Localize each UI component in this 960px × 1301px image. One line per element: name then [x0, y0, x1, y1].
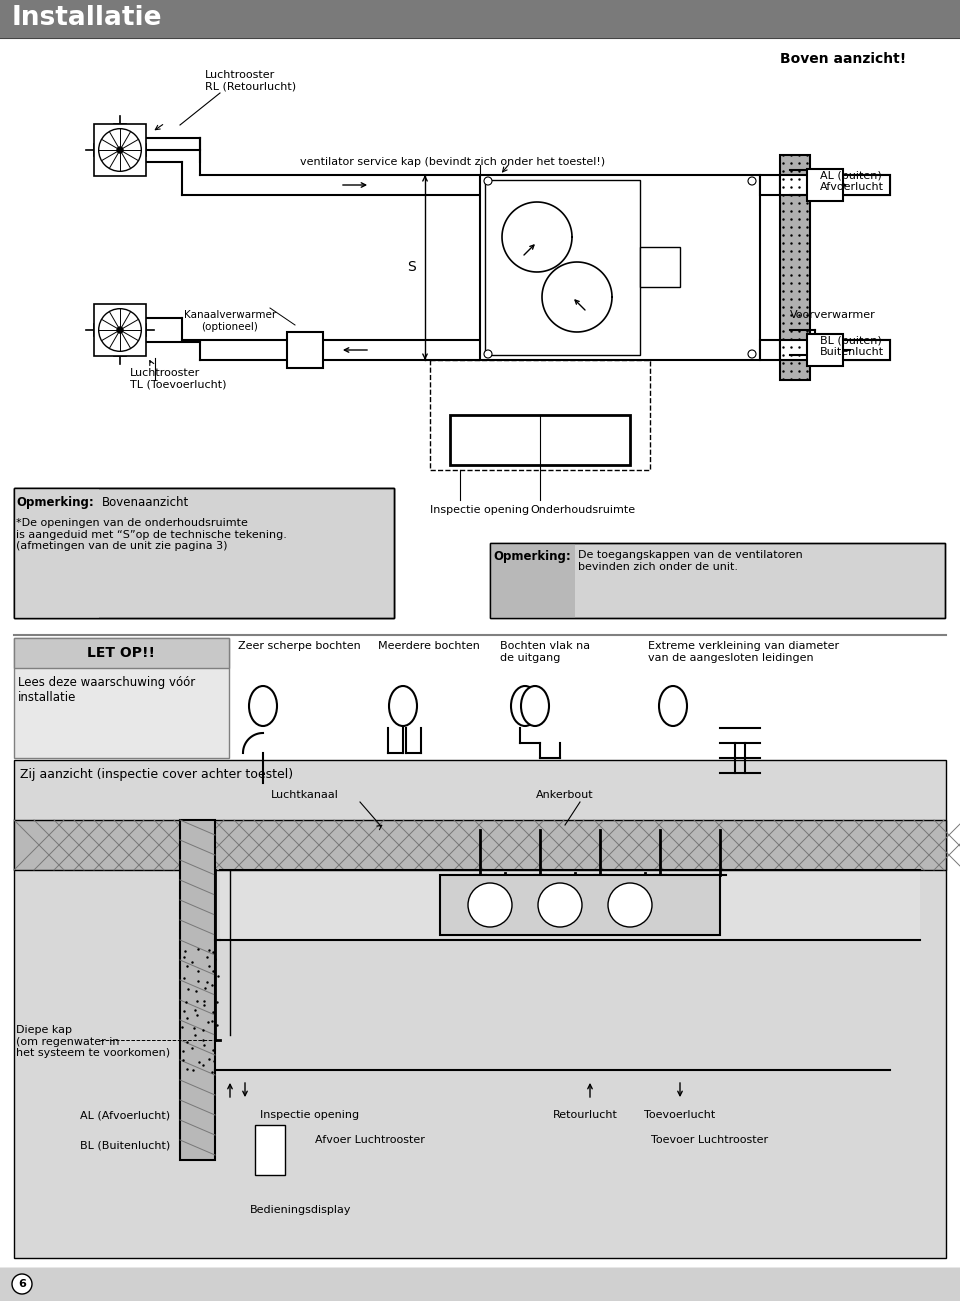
Bar — [255, 1125, 285, 1175]
Bar — [14, 488, 394, 618]
Text: Bedieningsdisplay: Bedieningsdisplay — [250, 1205, 351, 1215]
Text: AL (buiten)
Afvoerlucht: AL (buiten) Afvoerlucht — [820, 170, 884, 191]
Text: Inspectie opening: Inspectie opening — [430, 505, 529, 515]
Bar — [450, 415, 630, 464]
Text: Opmerking:: Opmerking: — [16, 496, 94, 509]
Bar — [14, 820, 946, 870]
Ellipse shape — [389, 686, 417, 726]
Circle shape — [608, 883, 652, 928]
Bar — [490, 543, 945, 618]
Circle shape — [748, 350, 756, 358]
Bar — [490, 543, 575, 618]
Text: Luchtkanaal: Luchtkanaal — [271, 790, 339, 800]
Circle shape — [12, 1274, 32, 1294]
Text: Inspectie opening: Inspectie opening — [260, 1110, 360, 1120]
Bar — [14, 637, 229, 667]
Text: Luchtrooster
RL (Retourlucht): Luchtrooster RL (Retourlucht) — [205, 70, 296, 91]
Ellipse shape — [659, 686, 687, 726]
Bar — [440, 876, 720, 935]
Text: Meerdere bochten: Meerdere bochten — [378, 641, 480, 650]
Bar — [14, 637, 229, 758]
Circle shape — [484, 177, 492, 185]
Bar — [760, 340, 890, 360]
Ellipse shape — [511, 686, 539, 726]
Text: Toevoerlucht: Toevoerlucht — [644, 1110, 715, 1120]
Text: Zij aanzicht (inspectie cover achter toestel): Zij aanzicht (inspectie cover achter toe… — [20, 768, 293, 781]
Bar — [94, 304, 146, 356]
Text: LET OP!!: LET OP!! — [87, 647, 155, 660]
Bar — [287, 332, 323, 368]
Text: AL (Afvoerlucht): AL (Afvoerlucht) — [80, 1110, 170, 1120]
Text: Diepe kap
(om regenwater in
het systeem te voorkomen): Diepe kap (om regenwater in het systeem … — [16, 1025, 170, 1058]
Text: Afvoer Luchtrooster: Afvoer Luchtrooster — [315, 1134, 425, 1145]
Text: *De openingen van de onderhoudsruimte
is aangeduid met “S”op de technische teken: *De openingen van de onderhoudsruimte is… — [16, 518, 287, 552]
Circle shape — [748, 177, 756, 185]
Text: Extreme verkleining van diameter
van de aangesloten leidingen: Extreme verkleining van diameter van de … — [648, 641, 839, 662]
Ellipse shape — [521, 686, 549, 726]
Bar — [94, 124, 146, 176]
Text: Lees deze waarschuwing vóór
installatie: Lees deze waarschuwing vóór installatie — [18, 677, 195, 704]
Bar — [780, 155, 810, 380]
Text: Installatie: Installatie — [12, 5, 162, 31]
Bar — [807, 334, 843, 366]
Bar — [14, 488, 394, 618]
Text: Bovenaanzicht: Bovenaanzicht — [102, 496, 189, 509]
Bar — [14, 488, 394, 618]
Text: BL (Buitenlucht): BL (Buitenlucht) — [80, 1140, 170, 1150]
Bar — [807, 169, 843, 200]
Bar — [0, 0, 960, 38]
Bar — [14, 488, 99, 618]
Circle shape — [99, 308, 141, 351]
Text: Boven aanzicht!: Boven aanzicht! — [780, 52, 906, 66]
Bar — [780, 176, 890, 195]
Bar — [760, 176, 890, 195]
Bar — [430, 360, 650, 470]
Ellipse shape — [249, 686, 277, 726]
Bar — [485, 180, 640, 355]
Text: BL (buiten)
Buitenlucht: BL (buiten) Buitenlucht — [820, 334, 884, 356]
Text: ventilator service kap (bevindt zich onder het toestel!): ventilator service kap (bevindt zich ond… — [300, 157, 605, 167]
Text: Ankerbout: Ankerbout — [537, 790, 594, 800]
Text: Retourlucht: Retourlucht — [553, 1110, 617, 1120]
Text: Toevoer Luchtrooster: Toevoer Luchtrooster — [652, 1134, 769, 1145]
Bar — [0, 1268, 960, 1301]
Circle shape — [99, 129, 141, 172]
Bar — [180, 820, 215, 1160]
Circle shape — [117, 327, 123, 333]
Circle shape — [468, 883, 512, 928]
Bar — [490, 543, 945, 618]
Bar — [480, 176, 760, 360]
Text: De toegangskappen van de ventilatoren
bevinden zich onder de unit.: De toegangskappen van de ventilatoren be… — [578, 550, 803, 571]
Text: Opmerking:: Opmerking: — [493, 550, 571, 563]
Bar — [640, 247, 680, 288]
Text: Zeer scherpe bochten: Zeer scherpe bochten — [238, 641, 361, 650]
Text: Luchtrooster
TL (Toevoerlucht): Luchtrooster TL (Toevoerlucht) — [130, 368, 227, 389]
Circle shape — [538, 883, 582, 928]
Bar — [14, 760, 946, 1258]
Text: Kanaalverwarmer
(optioneel): Kanaalverwarmer (optioneel) — [184, 310, 276, 332]
Text: Bochten vlak na
de uitgang: Bochten vlak na de uitgang — [500, 641, 590, 662]
Text: S: S — [407, 260, 416, 275]
Text: Onderhoudsruimte: Onderhoudsruimte — [530, 505, 636, 515]
Text: Voorverwarmer: Voorverwarmer — [790, 310, 876, 320]
Bar — [220, 870, 920, 941]
Circle shape — [117, 147, 123, 154]
Text: 6: 6 — [18, 1279, 26, 1289]
Circle shape — [484, 350, 492, 358]
Bar — [780, 340, 890, 360]
